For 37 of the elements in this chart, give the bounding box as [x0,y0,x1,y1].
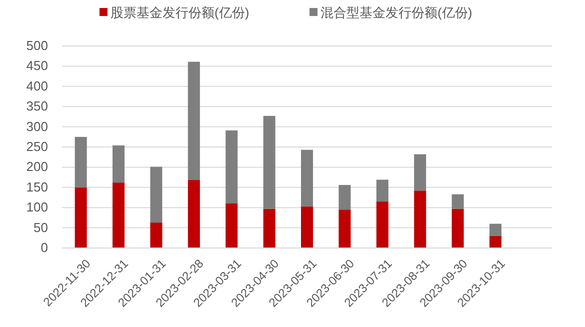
bar [301,206,313,248]
y-tick-label: 100 [26,200,48,215]
y-tick-label: 450 [26,58,48,74]
y-tick-label: 400 [26,78,48,94]
bar [74,136,87,188]
bar [226,203,238,248]
bar [376,202,388,248]
bar [188,180,200,248]
bar [112,182,125,248]
bar [338,210,351,248]
y-tick-label: 50 [34,220,48,235]
bar [188,62,200,180]
bar [452,194,464,209]
bar [112,145,125,183]
bar [489,224,502,236]
y-tick-label: 300 [26,118,48,134]
bar [74,187,87,248]
y-tick-label: 0 [40,240,48,255]
legend-label: 股票基金发行份额(亿份) [110,5,250,20]
bar [226,130,238,204]
bar [338,184,351,210]
y-tick-label: 150 [26,179,48,194]
y-tick-label: 350 [26,98,48,114]
bar [414,154,426,191]
bar [263,208,276,248]
bar [150,222,162,248]
bar [452,208,464,248]
y-tick-label: 250 [26,139,48,154]
bar [489,236,502,248]
bar [414,190,426,248]
bar [301,150,313,206]
bar [150,166,162,223]
bar [376,180,388,202]
legend-label: 混合型基金发行份额(亿份) [320,5,472,20]
y-tick-label: 200 [26,159,48,174]
y-tick-label: 500 [26,38,48,53]
bar [263,116,276,209]
